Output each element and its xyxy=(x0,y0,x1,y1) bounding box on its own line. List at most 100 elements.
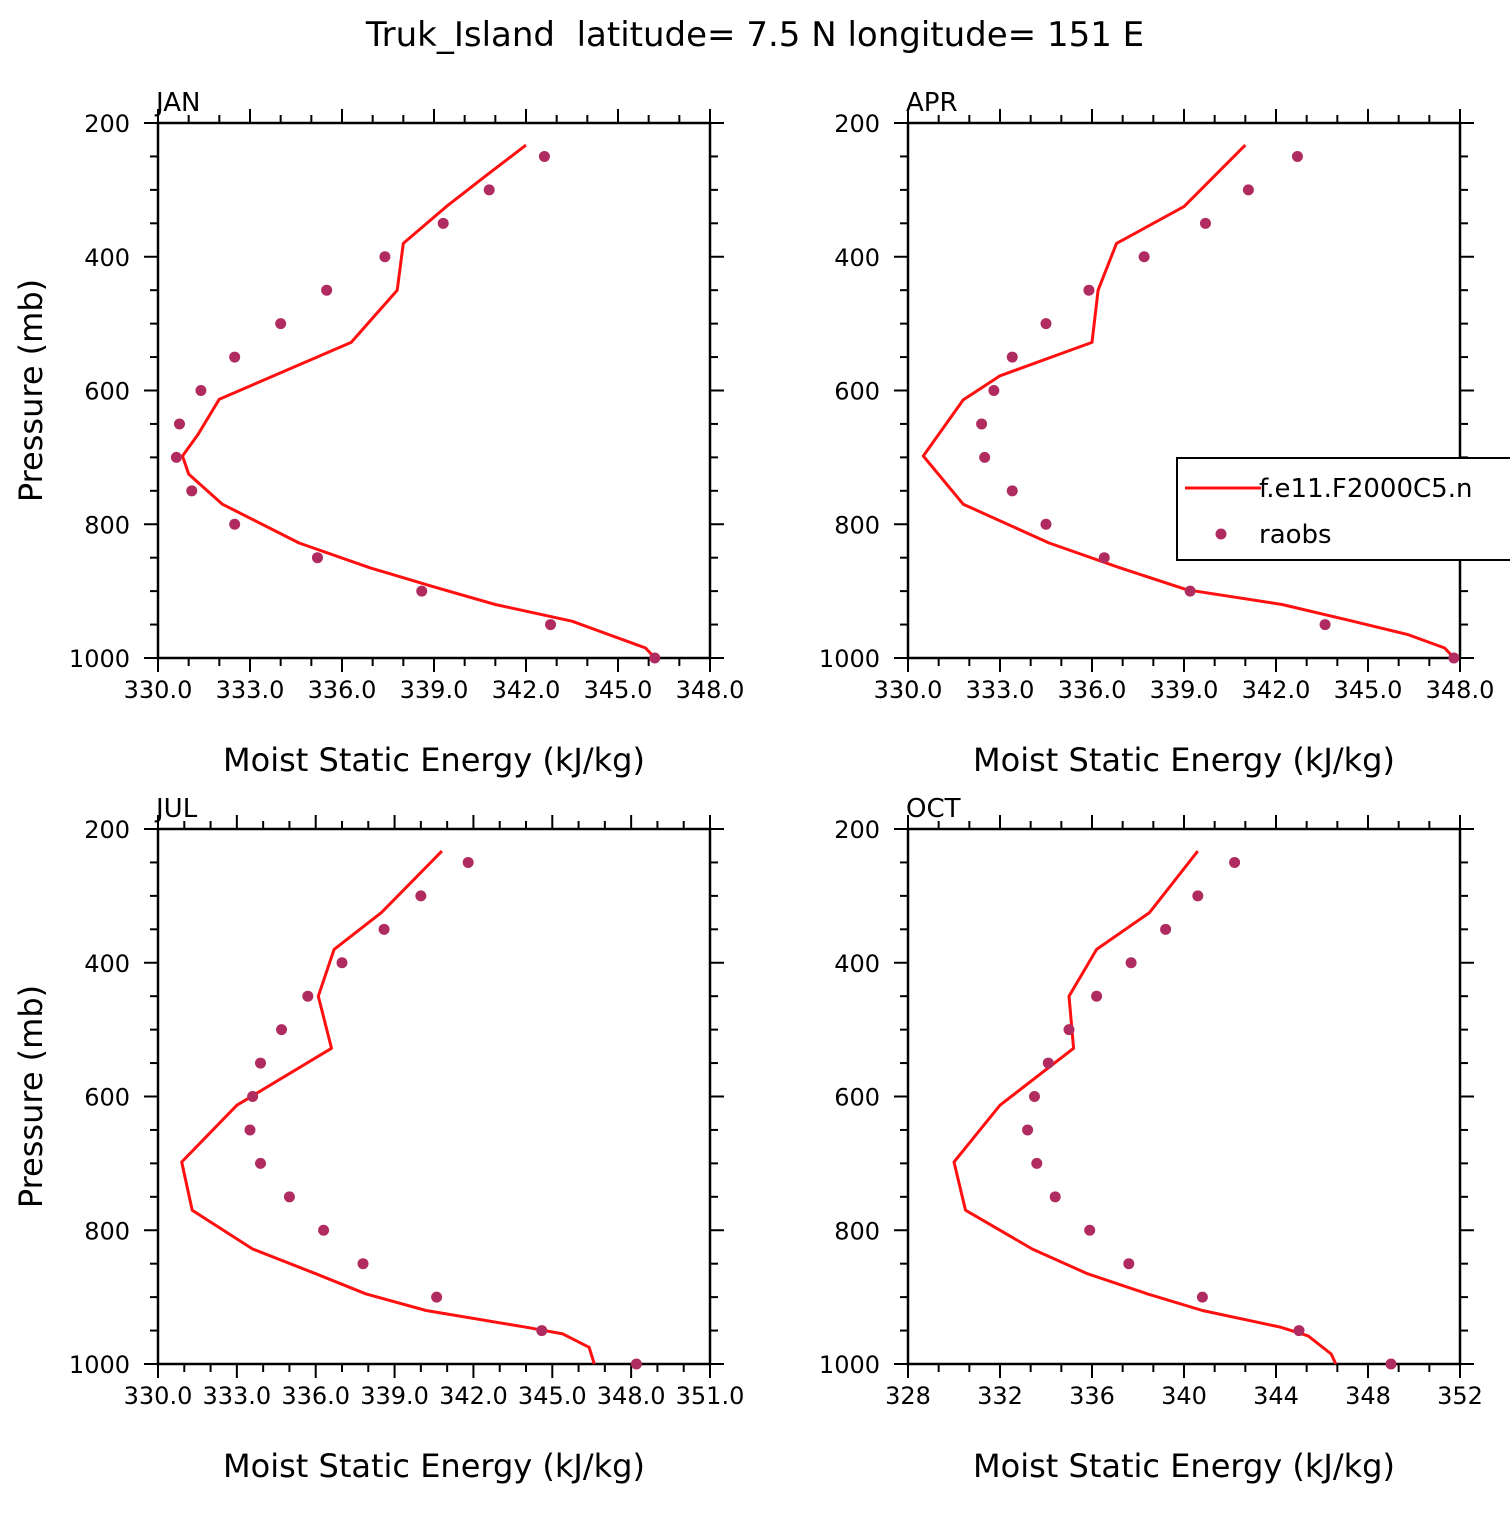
x-tick-label: 330.0 xyxy=(124,676,193,704)
obs-point xyxy=(195,385,207,396)
obs-point xyxy=(1138,251,1150,263)
obs-point xyxy=(1042,1057,1054,1069)
panel-title: JUL xyxy=(154,794,198,824)
plot-frame xyxy=(906,827,1462,1366)
obs-point xyxy=(1040,518,1052,530)
x-tick-label: 345.0 xyxy=(518,1382,587,1410)
y-tick-label: 400 xyxy=(834,950,880,978)
x-tick-label: 348.0 xyxy=(597,1382,666,1410)
obs-point xyxy=(462,856,474,868)
y-tick-label: 600 xyxy=(834,378,880,406)
model-line xyxy=(181,143,656,660)
y-tick-label: 1000 xyxy=(69,1351,130,1379)
y-tick-label: 600 xyxy=(834,1084,880,1112)
obs-point xyxy=(336,957,348,969)
obs-point xyxy=(283,1191,295,1203)
obs-point xyxy=(275,318,287,330)
obs-point xyxy=(979,451,991,463)
obs-point xyxy=(536,1325,548,1337)
obs-point xyxy=(1091,990,1103,1002)
y-tick-label: 200 xyxy=(834,110,880,138)
obs-point xyxy=(1291,150,1303,162)
obs-point xyxy=(1123,1258,1135,1270)
obs-point xyxy=(649,652,661,664)
model-line xyxy=(952,850,1338,1365)
obs-point xyxy=(1229,856,1241,868)
x-tick-label: 336.0 xyxy=(1058,676,1127,704)
y-tick-label: 400 xyxy=(84,950,130,978)
panel-title: APR xyxy=(906,88,958,118)
obs-point xyxy=(431,1291,443,1303)
model-line xyxy=(921,144,1456,660)
x-tick-label: 336 xyxy=(1069,1382,1115,1410)
y-tick-label: 600 xyxy=(84,378,130,406)
x-tick-label: 333.0 xyxy=(202,1382,271,1410)
obs-point xyxy=(255,1157,267,1169)
x-tick-label: 332 xyxy=(977,1382,1023,1410)
x-tick-label: 328 xyxy=(885,1382,931,1410)
x-tick-label: 344 xyxy=(1253,1382,1299,1410)
obs-point xyxy=(1199,217,1211,229)
x-tick-label: 333.0 xyxy=(966,676,1035,704)
obs-point xyxy=(186,485,198,497)
obs-point xyxy=(247,1091,259,1102)
obs-point xyxy=(378,923,390,935)
y-tick-label: 200 xyxy=(84,110,130,138)
obs-point xyxy=(1084,1224,1096,1236)
obs-point xyxy=(1022,1124,1034,1136)
x-tick-label: 333.0 xyxy=(216,676,285,704)
y-tick-label: 1000 xyxy=(819,645,880,673)
y-axis-label: Pressure (mb) xyxy=(12,985,50,1208)
y-tick-label: 800 xyxy=(834,1217,880,1245)
obs-point xyxy=(545,619,557,631)
x-axis-label: Moist Static Energy (kJ/kg) xyxy=(223,741,645,779)
legend-label: f.e11.F2000C5.n xyxy=(1259,474,1472,504)
obs-point xyxy=(1031,1157,1043,1169)
obs-point xyxy=(1040,318,1052,330)
x-tick-label: 342.0 xyxy=(439,1382,508,1410)
obs-point xyxy=(416,585,428,597)
x-tick-label: 352 xyxy=(1437,1382,1483,1410)
x-tick-label: 330.0 xyxy=(124,1382,193,1410)
obs-point xyxy=(229,351,241,363)
panel-jul: JUL 330.0 333.0 336.0 339.0 342.0 345.0 348.0 35… xyxy=(12,794,744,1485)
obs-point xyxy=(173,418,185,430)
obs-point xyxy=(1192,890,1204,902)
x-tick-label: 339.0 xyxy=(360,1382,429,1410)
obs-point xyxy=(1184,585,1196,597)
panel-oct: OCT 328 332 336 340 344 348 352 200 400 600 800 1000… xyxy=(819,794,1483,1485)
obs-point xyxy=(1293,1325,1305,1337)
y-tick-label: 200 xyxy=(834,816,880,844)
obs-point xyxy=(255,1057,267,1069)
legend: f.e11.F2000C5.n raobs xyxy=(1176,457,1510,561)
obs-point xyxy=(276,1024,288,1036)
y-tick-label: 1000 xyxy=(69,645,130,673)
y-tick-label: 800 xyxy=(84,1217,130,1245)
x-tick-label: 348.0 xyxy=(676,676,745,704)
obs-point xyxy=(415,890,427,902)
obs-point xyxy=(1448,652,1460,664)
obs-point xyxy=(229,518,241,530)
obs-point xyxy=(483,184,495,196)
obs-point xyxy=(1196,1291,1208,1303)
y-tick-label: 1000 xyxy=(819,1351,880,1379)
legend-box xyxy=(1176,457,1510,561)
obs-point xyxy=(311,552,323,564)
x-tick-label: 336.0 xyxy=(281,1382,350,1410)
obs-point xyxy=(1098,552,1110,564)
obs-point xyxy=(1385,1358,1397,1370)
y-tick-label: 800 xyxy=(84,511,130,539)
obs-point xyxy=(244,1124,256,1136)
y-tick-label: 600 xyxy=(84,1084,130,1112)
panel-title: JAN xyxy=(154,88,200,118)
panel-apr: APR 330.0 333.0 336.0 339.0 342.0 345.0 348.0 20… xyxy=(819,88,1494,779)
x-tick-label: 348 xyxy=(1345,1382,1391,1410)
obs-point xyxy=(357,1258,369,1270)
obs-point xyxy=(170,451,182,463)
obs-point xyxy=(988,385,1000,396)
x-tick-label: 342.0 xyxy=(492,676,561,704)
x-axis-label: Moist Static Energy (kJ/kg) xyxy=(973,741,1395,779)
obs-point xyxy=(379,251,391,263)
x-tick-label: 330.0 xyxy=(874,676,943,704)
obs-point xyxy=(1029,1091,1040,1102)
